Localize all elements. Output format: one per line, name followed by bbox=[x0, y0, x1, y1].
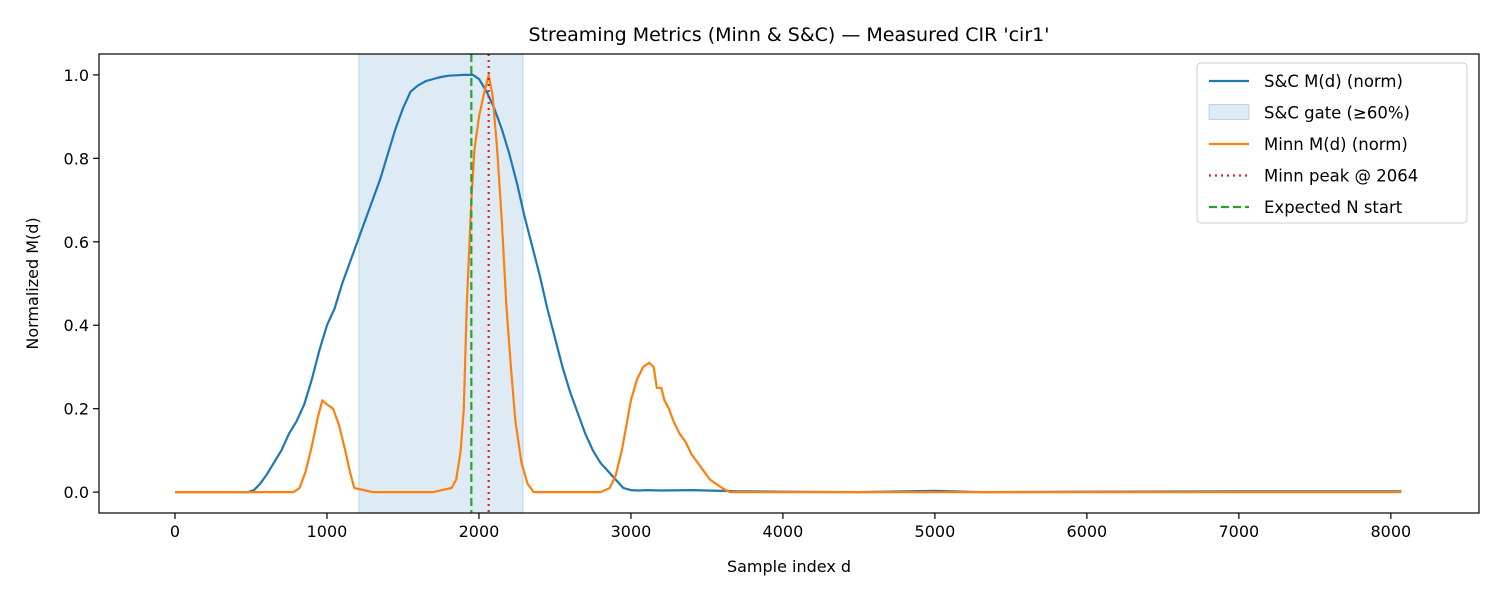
legend: S&C M(d) (norm) S&C gate (≥60%) Minn M(d) … bbox=[1196, 62, 1468, 224]
x-tick-label: 6000 bbox=[1067, 522, 1108, 541]
x-axis-label: Sample index d bbox=[727, 557, 851, 576]
x-tick-label: 2000 bbox=[459, 522, 500, 541]
x-tick-label: 5000 bbox=[915, 522, 956, 541]
x-tick-label: 7000 bbox=[1219, 522, 1260, 541]
legend-label-expected-n-start: Expected N start bbox=[1264, 198, 1403, 217]
legend-label-s-c-m-d-norm: S&C M(d) (norm) bbox=[1264, 72, 1403, 91]
y-tick-label: 1.0 bbox=[64, 66, 89, 85]
legend-box bbox=[1196, 62, 1468, 224]
y-tick-label: 0.6 bbox=[64, 233, 89, 252]
y-axis: 0.0 0.2 0.4 0.6 0.8 1.0 bbox=[64, 66, 99, 502]
x-tick-label: 3000 bbox=[611, 522, 652, 541]
legend-label-minn-m-d-norm: Minn M(d) (norm) bbox=[1264, 135, 1408, 154]
minn-series-line bbox=[175, 73, 1402, 494]
legend-label-s-c-gate-60: S&C gate (≥60%) bbox=[1264, 104, 1410, 123]
y-tick-label: 0.8 bbox=[64, 149, 89, 168]
axes-frame bbox=[98, 53, 1480, 514]
y-tick-label: 0.2 bbox=[64, 400, 89, 419]
chart-title: Streaming Metrics (Minn & S&C) — Measure… bbox=[529, 24, 1050, 46]
y-tick-label: 0.0 bbox=[64, 483, 89, 502]
x-tick-label: 1000 bbox=[307, 522, 348, 541]
x-tick-label: 8000 bbox=[1370, 522, 1411, 541]
legend-handle-s-c-gate-60 bbox=[1208, 104, 1250, 120]
y-tick-label: 0.4 bbox=[64, 316, 89, 335]
x-tick-label: 0 bbox=[170, 522, 180, 541]
sc-series-line bbox=[175, 73, 1402, 494]
x-axis: 0 1000 2000 3000 4000 5000 6000 7000 8000 bbox=[170, 513, 1411, 541]
x-tick-label: 4000 bbox=[763, 522, 804, 541]
legend-label-minn-peak-2064: Minn peak @ 2064 bbox=[1264, 167, 1418, 186]
plot-area bbox=[175, 53, 1402, 514]
y-axis-label: Normalized M(d) bbox=[23, 217, 42, 349]
